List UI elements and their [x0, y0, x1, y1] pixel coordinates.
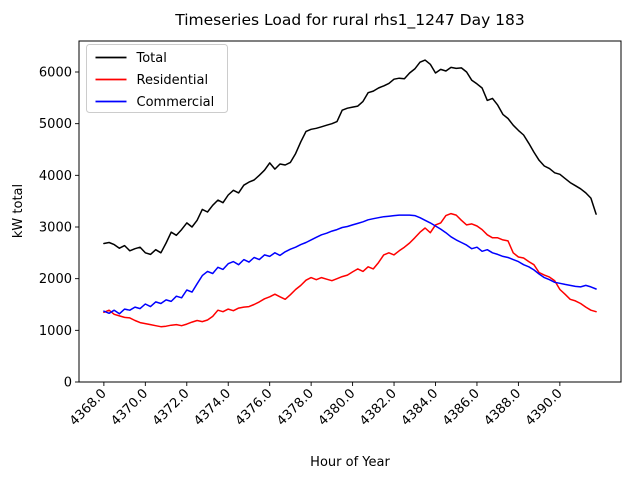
- series-line-residential: [103, 212, 597, 328]
- y-tick-label: 3000: [39, 221, 72, 236]
- x-tick-label: 4380.0: [316, 386, 359, 429]
- x-axis-label: Hour of Year: [310, 455, 390, 470]
- x-tick-label: 4376.0: [233, 386, 276, 429]
- y-tick-label: 4000: [39, 169, 72, 184]
- x-tick-label: 4370.0: [108, 386, 151, 429]
- y-tick-label: 0: [64, 376, 72, 391]
- x-tick-label: 4386.0: [440, 386, 483, 429]
- legend: Total Residential Commercial: [86, 44, 228, 113]
- x-tick-label: 4368.0: [67, 386, 110, 429]
- plot-border: [78, 40, 622, 383]
- x-tick-label: 4372.0: [150, 386, 193, 429]
- x-tick-label: 4390.0: [523, 386, 566, 429]
- y-tick-label: 6000: [39, 66, 72, 81]
- y-tick-label: 2000: [39, 272, 72, 287]
- x-tick-label: 4384.0: [399, 386, 442, 429]
- x-tick-label: 4388.0: [481, 386, 524, 429]
- legend-box: [86, 44, 228, 113]
- series-lines: [103, 59, 597, 328]
- chart-title: Timeseries Load for rural rhs1_1247 Day …: [174, 11, 525, 30]
- x-tick-label: 4378.0: [274, 386, 317, 429]
- series-line-commercial: [103, 214, 597, 315]
- plot-area: [78, 40, 622, 383]
- legend-item-commercial: Commercial: [95, 95, 215, 110]
- y-tick-label: 1000: [39, 324, 72, 339]
- legend-item-total: Total: [95, 51, 167, 66]
- y-tick-label: 5000: [39, 117, 72, 132]
- y-axis-label: kW total: [11, 184, 26, 238]
- legend-label: Commercial: [137, 95, 215, 110]
- legend-label: Residential: [137, 73, 209, 88]
- legend-item-residential: Residential: [95, 73, 209, 88]
- legend-label: Total: [136, 51, 167, 66]
- x-tick-label: 4374.0: [191, 386, 234, 429]
- x-tick-label: 4382.0: [357, 386, 400, 429]
- series-line-total: [103, 59, 597, 256]
